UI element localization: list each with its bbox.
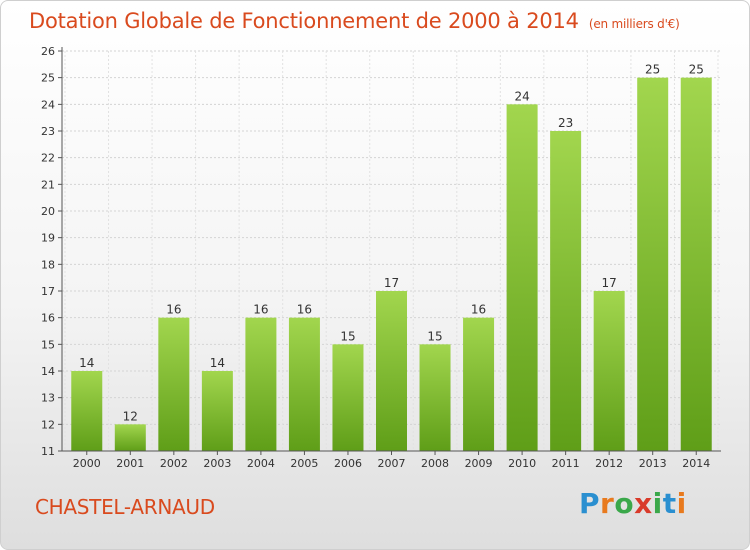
y-tick-label: 16 [41, 312, 55, 325]
logo-letter: o [614, 487, 635, 520]
bar-2008[interactable] [419, 344, 451, 451]
logo-letter: t [662, 487, 677, 520]
x-tick-label-2008: 2008 [421, 457, 449, 470]
x-tick-label-2003: 2003 [203, 457, 231, 470]
bar-2009[interactable] [463, 317, 495, 451]
x-tick-label-2004: 2004 [247, 457, 275, 470]
x-tick-label-2000: 2000 [73, 457, 101, 470]
bar-2000[interactable] [71, 371, 103, 451]
data-label-2006: 15 [340, 329, 355, 343]
data-label-2001: 12 [123, 409, 138, 423]
bar-2001[interactable] [114, 424, 146, 451]
data-label-2003: 14 [210, 356, 225, 370]
data-label-2010: 24 [514, 89, 529, 103]
y-tick-label: 14 [41, 365, 55, 378]
bars [71, 77, 712, 452]
data-label-2009: 16 [471, 303, 486, 317]
chart-title: Dotation Globale de Fonctionnement de 20… [29, 9, 680, 33]
x-tick-label-2011: 2011 [552, 457, 580, 470]
bar-2011[interactable] [550, 131, 582, 451]
data-label-2008: 15 [427, 329, 442, 343]
logo-letter: x [634, 487, 653, 520]
chart-title-text: Dotation Globale de Fonctionnement de 20… [29, 9, 579, 33]
data-label-2014: 25 [689, 63, 704, 77]
x-tick-label-2005: 2005 [290, 457, 318, 470]
proxiti-logo[interactable]: Proxiti [579, 487, 687, 520]
data-label-2004: 16 [253, 303, 268, 317]
y-tick-label: 12 [41, 418, 55, 431]
y-tick-label: 23 [41, 125, 55, 138]
chart-subtitle: (en milliers d'€) [588, 17, 680, 31]
data-label-2002: 16 [166, 303, 181, 317]
data-label-2013: 25 [645, 63, 660, 77]
bar-2004[interactable] [245, 317, 277, 451]
bar-2003[interactable] [201, 371, 233, 451]
logo-letter: r [600, 487, 615, 520]
y-tick-label: 20 [41, 205, 55, 218]
y-tick-label: 22 [41, 152, 55, 165]
commune-name: CHASTEL-ARNAUD [35, 495, 215, 519]
data-label-2012: 17 [602, 276, 617, 290]
bar-2002[interactable] [158, 317, 190, 451]
bar-2006[interactable] [332, 344, 364, 451]
y-tick-label: 17 [41, 285, 55, 298]
y-tick-label: 26 [41, 45, 55, 58]
y-tick-label: 18 [41, 258, 55, 271]
bar-2005[interactable] [288, 317, 320, 451]
x-tick-label-2001: 2001 [116, 457, 144, 470]
y-tick-label: 15 [41, 338, 55, 351]
x-tick-label-2007: 2007 [378, 457, 406, 470]
x-tick-label-2014: 2014 [682, 457, 710, 470]
logo-letter: i [676, 487, 687, 520]
data-label-2005: 16 [297, 303, 312, 317]
logo-letter: P [579, 487, 601, 520]
bar-2013[interactable] [637, 77, 669, 452]
x-tick-label-2012: 2012 [595, 457, 623, 470]
x-tick-label-2009: 2009 [465, 457, 493, 470]
data-label-2000: 14 [79, 356, 94, 370]
bar-2010[interactable] [506, 104, 538, 451]
axes: 11 12 13 14 15 16 17 18 19 20 21 22 23 24 25 26 2000 2001… [41, 45, 721, 470]
data-label-2011: 23 [558, 116, 573, 130]
data-labels: 14 12 16 14 16 16 15 17 15 16 24 23 17 25 25 [79, 63, 704, 424]
bar-2012[interactable] [593, 291, 625, 451]
x-tick-label-2006: 2006 [334, 457, 362, 470]
x-tick-label-2013: 2013 [639, 457, 667, 470]
y-tick-label: 11 [41, 445, 55, 458]
bar-2007[interactable] [376, 291, 407, 451]
bar-2014[interactable] [680, 77, 712, 452]
x-tick-label-2010: 2010 [508, 457, 536, 470]
x-tick-label-2002: 2002 [160, 457, 188, 470]
y-tick-label: 19 [41, 232, 55, 245]
y-tick-label: 21 [41, 178, 55, 191]
logo-letter: i [652, 487, 663, 520]
y-tick-label: 24 [41, 98, 55, 111]
y-tick-label: 25 [41, 72, 55, 85]
data-label-2007: 17 [384, 276, 399, 290]
y-tick-label: 13 [41, 392, 55, 405]
